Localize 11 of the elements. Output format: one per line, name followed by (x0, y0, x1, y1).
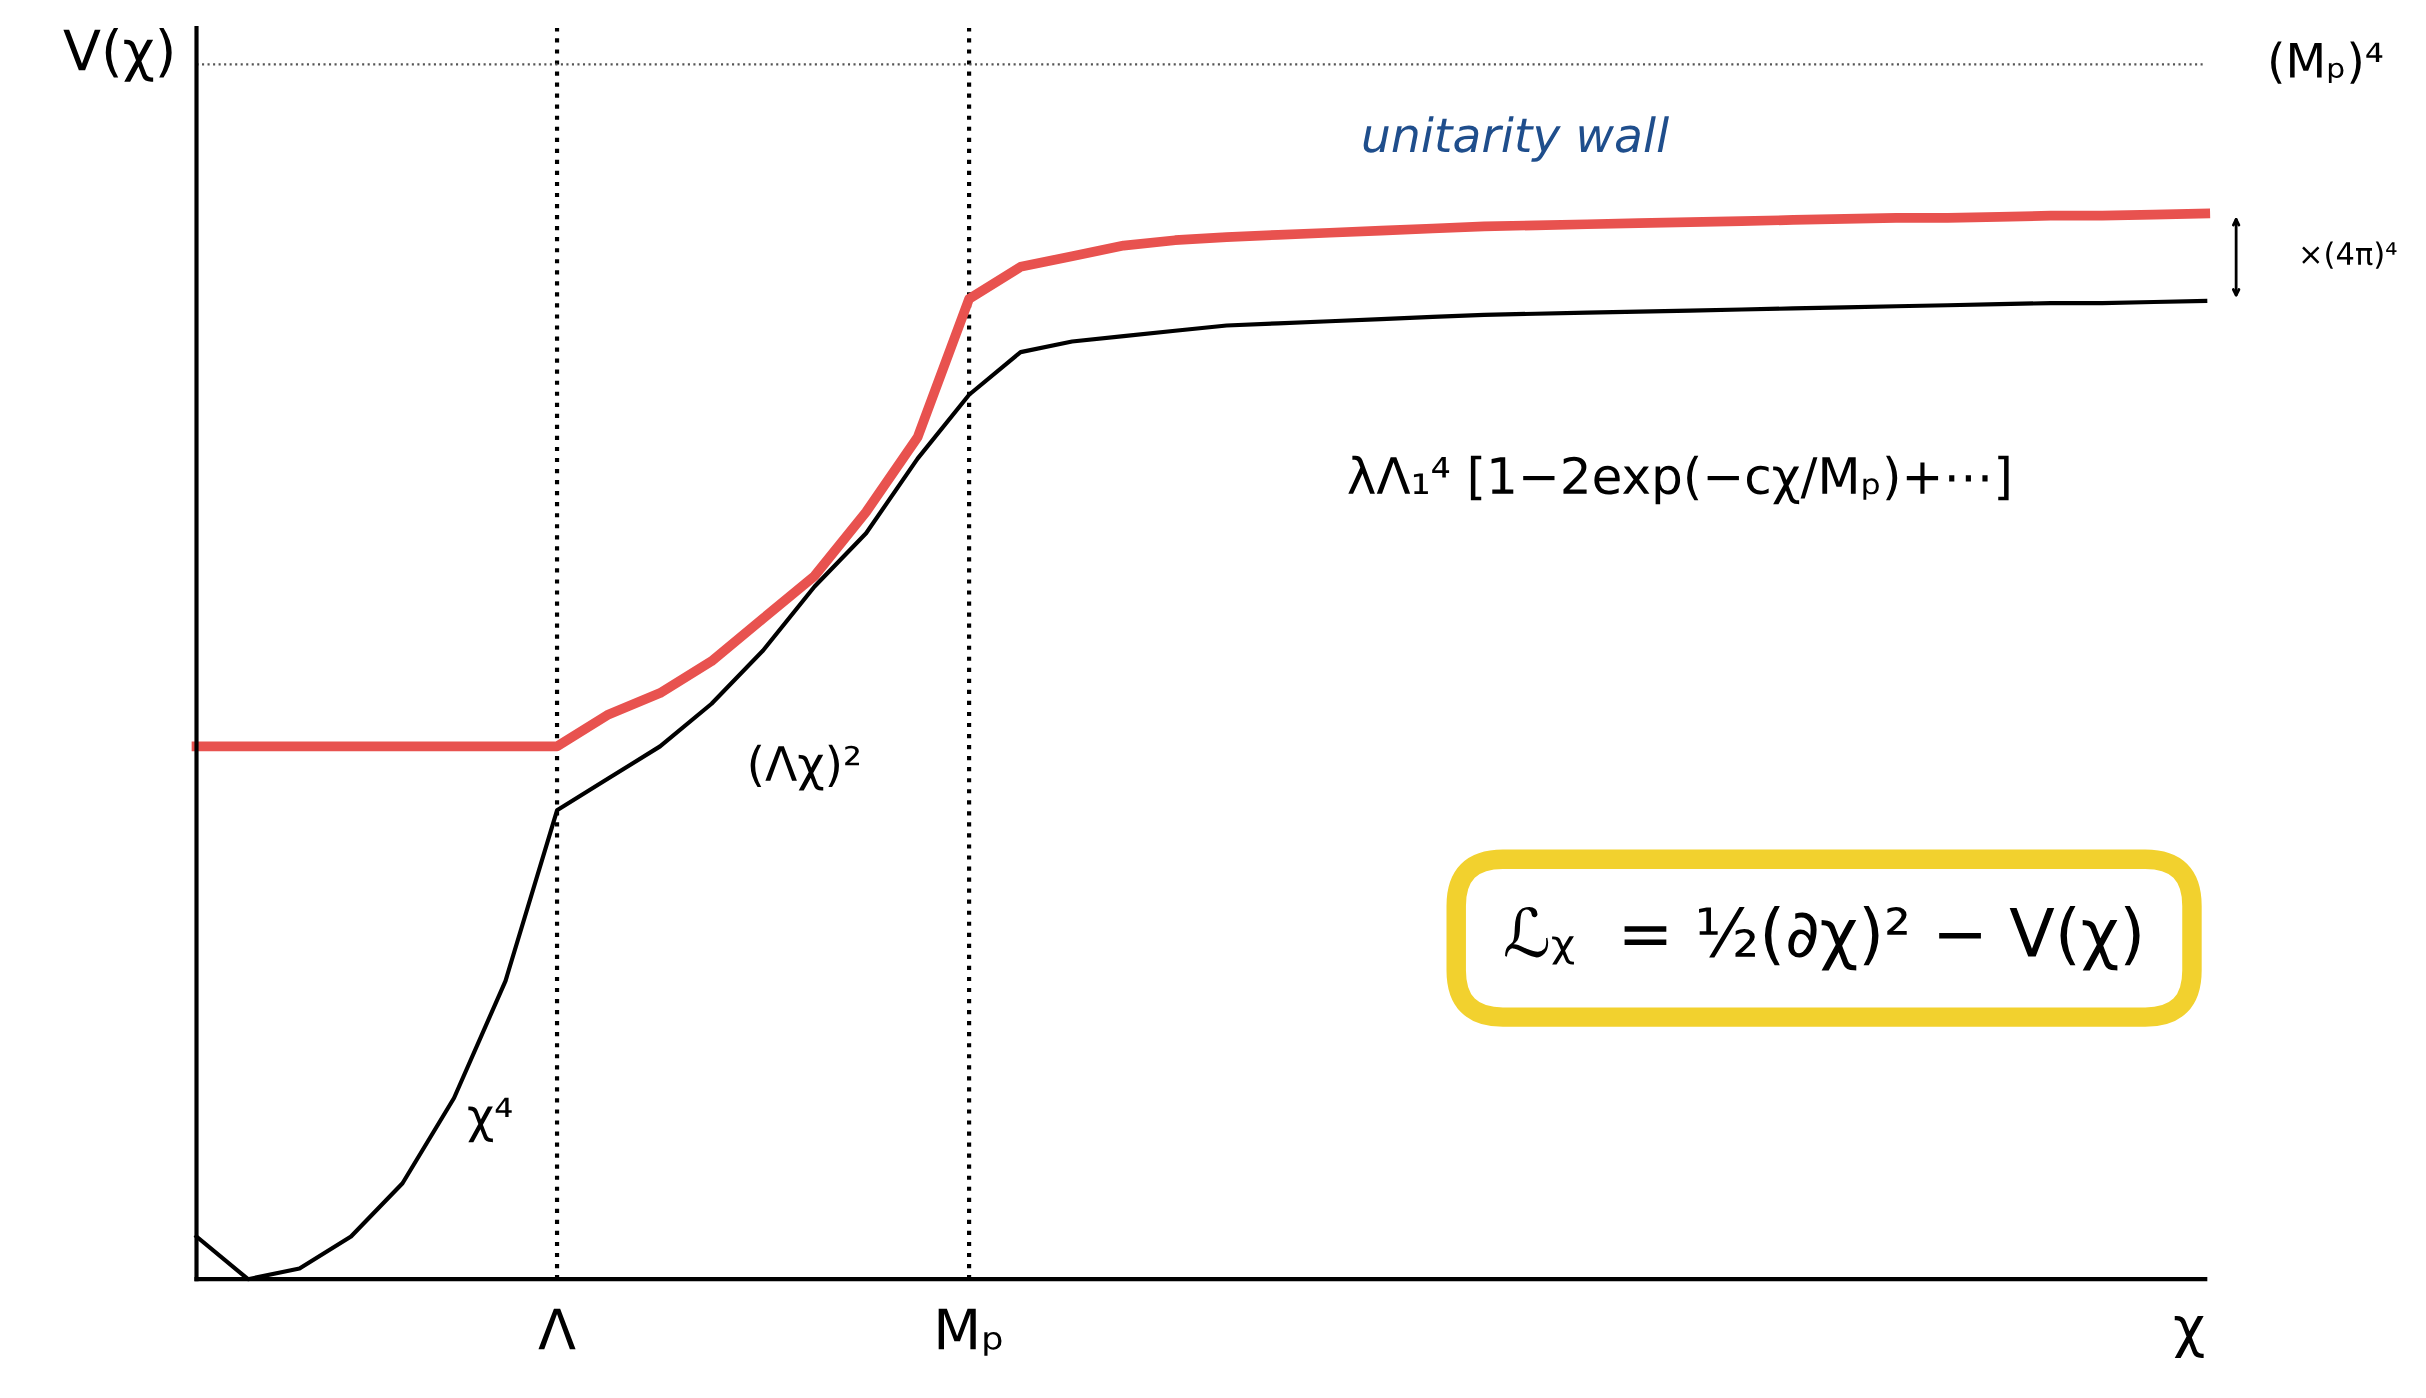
x-axis-title: χ (2174, 1315, 2204, 1358)
annotation: χ⁴ (468, 1097, 512, 1143)
annotation: λΛ₁⁴ [1−2exp(−cχ/Mₚ)+⋯] (1348, 455, 2009, 505)
x-tick-label: Λ (538, 1308, 576, 1350)
annotation: ℒᵪ = ½(∂χ)² − V(χ) (1505, 905, 2140, 971)
text: unitarity wall (1363, 116, 1669, 162)
text: ×(4π)⁴ (2302, 241, 2397, 269)
annotation: (Λχ)² (750, 744, 859, 791)
x-tick-label: Mₚ (938, 1308, 1002, 1356)
y-axis-title: V(χ) (63, 27, 172, 82)
ref-line-label: (Mₚ)⁴ (2271, 41, 2383, 84)
